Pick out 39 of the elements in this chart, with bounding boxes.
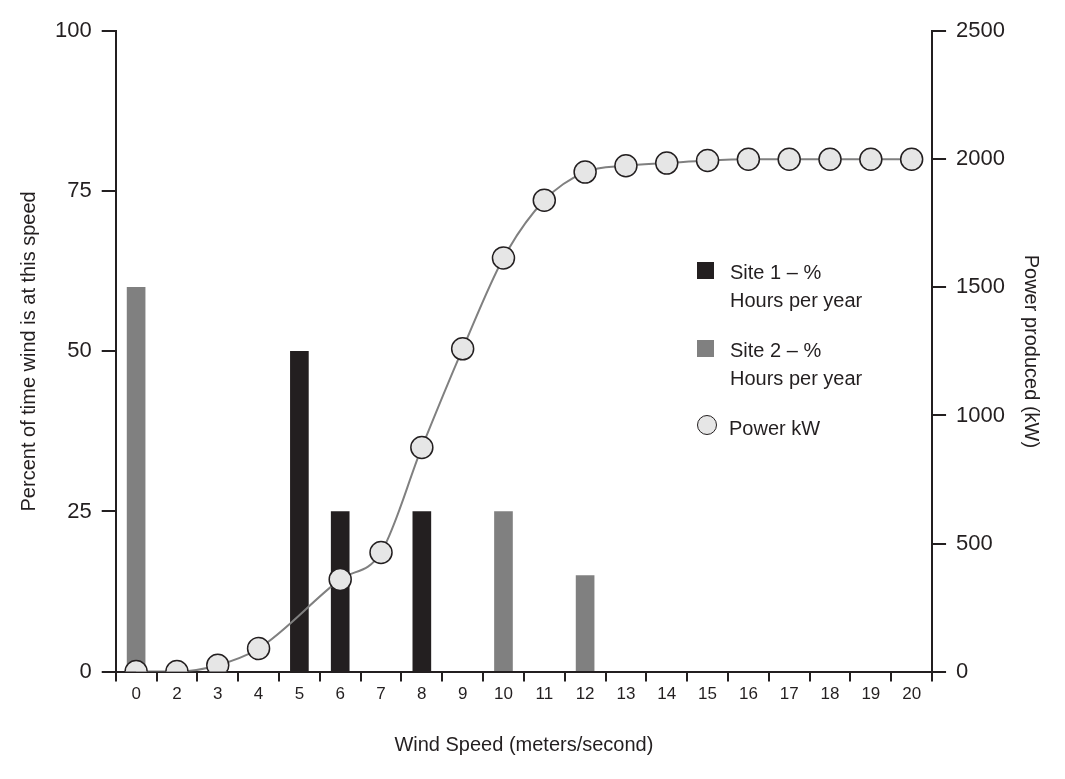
x-tick-label: 12 [575,684,595,704]
x-tick-label: 9 [457,684,468,704]
x-tick-label: 7 [376,684,386,704]
y2-tick-label: 0 [956,657,969,683]
x-tick-label: 20 [902,684,922,704]
x-tick-label: 5 [294,684,305,704]
y-tick-label: 25 [67,497,92,523]
x-tick-label: 18 [820,684,840,704]
y2-tick-label: 2500 [956,17,1006,43]
y-axis-title: Percent of time wind is at this speed [16,191,39,512]
x-tick-label: 4 [253,684,264,704]
x-tick-label: 11 [535,684,554,704]
x-tick-label: 19 [861,684,881,704]
x-tick-label: 2 [172,684,182,704]
legend-label: Site 1 – % Hours per year [730,260,864,313]
x-tick-label: 8 [417,684,427,704]
x-tick-label: 10 [494,684,513,704]
y-tick-label: 50 [67,337,92,363]
x-tick-label: 15 [698,684,718,704]
y2-axis-title: Power produced (kW) [1021,254,1044,449]
y-tick-label: 100 [54,17,92,43]
legend-label: Site 2 – % Hours per year [730,338,864,391]
y-tick-label: 0 [79,657,92,683]
y2-tick-label: 500 [956,529,993,555]
x-tick-label: 14 [657,684,677,704]
x-tick-label: 3 [213,684,223,704]
y2-tick-label: 1000 [956,401,1006,427]
bar [494,511,513,671]
x-tick-label: 13 [616,684,636,704]
x-tick-label: 16 [738,684,758,704]
y2-tick-label: 2000 [956,145,1006,171]
x-tick-label: 6 [335,684,345,704]
x-tick-label: 0 [131,684,141,704]
bar [575,575,595,671]
legend-label: Power kW [729,416,822,441]
y-tick-label: 75 [67,177,92,203]
x-tick-label: 17 [779,684,799,704]
y2-tick-label: 1500 [956,273,1006,299]
x-axis-title: Wind Speed (meters/second) [394,732,654,755]
